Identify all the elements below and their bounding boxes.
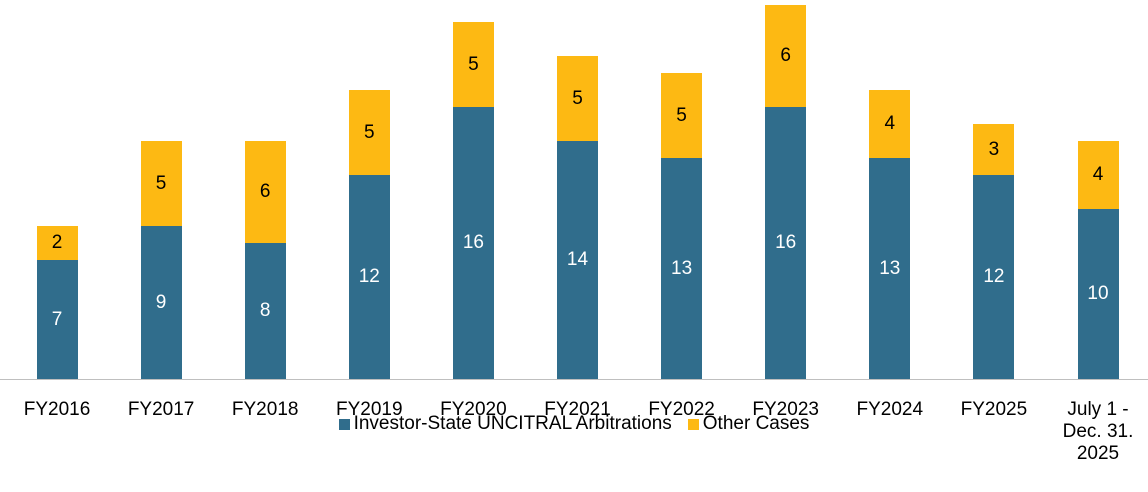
data-label: 5 xyxy=(468,53,479,75)
x-tick-label: FY2024 xyxy=(856,399,924,420)
bar-segment: 5 xyxy=(140,141,182,226)
x-tick-label: FY2020 xyxy=(440,399,507,420)
data-label: 8 xyxy=(259,300,271,321)
data-label: 6 xyxy=(259,181,271,202)
bar-segment: 12 xyxy=(348,175,390,379)
data-label: 5 xyxy=(155,172,167,194)
bar-segment: 5 xyxy=(557,56,598,141)
bar-segment: 14 xyxy=(557,141,598,379)
legend-swatch xyxy=(687,418,699,430)
data-label: 16 xyxy=(462,232,484,253)
data-label: 4 xyxy=(884,113,896,134)
x-tick-label: July 1 - Dec. 31. 2025 xyxy=(1062,399,1134,464)
x-tick-label: FY2022 xyxy=(648,399,715,420)
bar-segment: 2 xyxy=(36,226,78,260)
x-axis-line xyxy=(0,379,1148,380)
data-label: 7 xyxy=(51,308,63,330)
x-tick-label: FY2016 xyxy=(23,399,91,420)
data-label: 14 xyxy=(566,249,589,270)
bar-segment: 4 xyxy=(869,90,911,158)
x-tick-label: FY2021 xyxy=(544,399,611,420)
bar-segment: 16 xyxy=(765,107,807,379)
data-label: 2 xyxy=(51,232,63,253)
bar-segment: 5 xyxy=(348,90,390,175)
x-tick-label: FY2018 xyxy=(231,399,299,420)
data-label: 13 xyxy=(671,257,693,279)
x-tick-label: FY2019 xyxy=(336,399,403,420)
bar-segment: 6 xyxy=(765,5,807,107)
bar-segment: 5 xyxy=(661,73,703,158)
data-label: 9 xyxy=(155,291,167,313)
bar-segment: 8 xyxy=(244,243,286,379)
legend-label: Investor-State UNCITRAL Arbitrations xyxy=(353,413,672,434)
legend: Investor-State UNCITRAL Arbitrations Othe… xyxy=(0,413,1148,435)
data-label: 4 xyxy=(1092,164,1104,185)
bar-segment: 3 xyxy=(973,124,1015,175)
data-label: 6 xyxy=(780,45,791,66)
data-label: 13 xyxy=(879,257,901,279)
bar-segment: 16 xyxy=(452,107,494,379)
bar-segment: 10 xyxy=(1077,209,1119,379)
data-label: 12 xyxy=(983,266,1005,287)
data-label: 5 xyxy=(676,104,687,126)
data-label: 16 xyxy=(775,232,797,253)
data-label: 3 xyxy=(988,138,1000,160)
legend-item: Investor-State UNCITRAL Arbitrations xyxy=(338,413,672,435)
bar-segment: 13 xyxy=(869,158,911,379)
x-tick-label: FY2025 xyxy=(960,399,1028,420)
legend-swatch xyxy=(338,418,350,430)
x-tick-label: FY2023 xyxy=(752,399,819,420)
bar-segment: 6 xyxy=(244,141,286,243)
bar-segment: 12 xyxy=(973,175,1015,379)
data-label: 10 xyxy=(1087,283,1109,304)
bar-segment: 7 xyxy=(36,260,78,379)
data-label: 5 xyxy=(364,121,375,143)
legend-item: Other Cases xyxy=(687,413,810,435)
x-tick-label: FY2017 xyxy=(127,399,195,420)
bar-segment: 5 xyxy=(452,22,494,107)
bar-segment: 4 xyxy=(1077,141,1119,209)
bar-segment: 9 xyxy=(140,226,182,379)
data-label: 12 xyxy=(358,266,380,287)
legend-label: Other Cases xyxy=(702,413,810,434)
data-label: 5 xyxy=(572,87,583,109)
bar-segment: 13 xyxy=(661,158,703,379)
